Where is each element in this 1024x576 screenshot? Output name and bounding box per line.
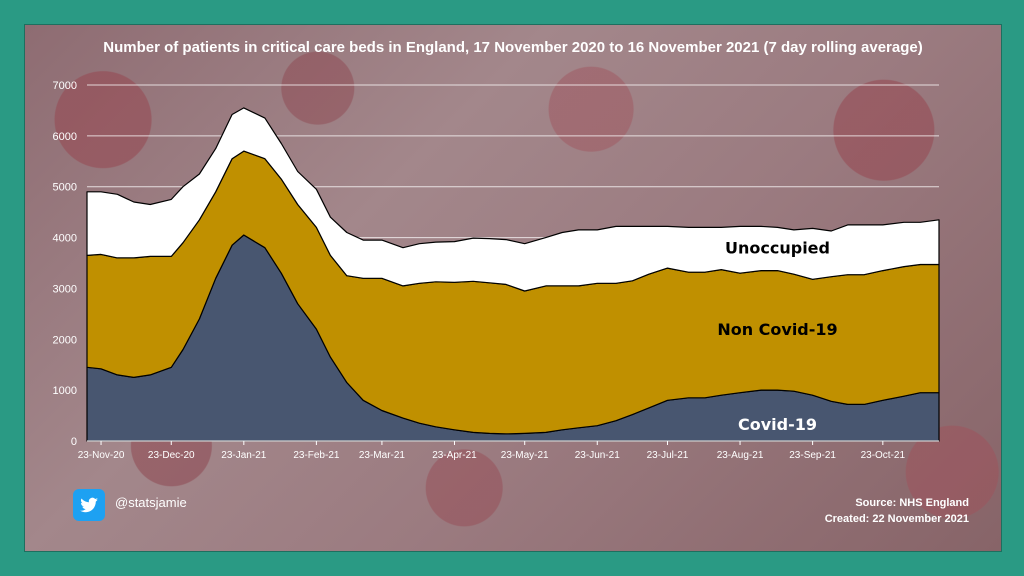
x-tick-label: 23-Nov-20 (78, 450, 125, 461)
x-tick-label: 23-Jul-21 (647, 450, 689, 461)
area-unoccupied (86, 107, 940, 292)
y-tick-label: 0 (71, 436, 77, 448)
x-tick-label: 23-Jun-21 (575, 450, 620, 461)
x-tick-label: 23-Oct-21 (861, 450, 906, 461)
area-label: Non Covid-19 (717, 320, 837, 339)
area-label: Unoccupied (725, 239, 830, 258)
source-block: Source: NHS England Created: 22 November… (825, 495, 969, 527)
x-tick-label: 23-May-21 (501, 450, 549, 461)
x-tick-label: 23-Dec-20 (148, 450, 195, 461)
created-text: Created: 22 November 2021 (824, 513, 969, 525)
twitter-bird-icon (73, 489, 105, 521)
x-tick-label: 23-Feb-21 (293, 450, 340, 461)
x-tick-label: 23-Jan-21 (221, 450, 266, 461)
area-labels: Unoccupied Non Covid-19 Covid-19 (717, 239, 837, 434)
twitter-handle: @statsjamie (115, 495, 187, 510)
x-tick-label: 23-Apr-21 (432, 450, 477, 461)
y-tick-label: 3000 (53, 283, 77, 295)
x-tick-label: 23-Mar-21 (359, 450, 406, 461)
x-tick-label: 23-Aug-21 (717, 450, 764, 461)
y-tick-label: 1000 (53, 385, 77, 397)
y-tick-label: 4000 (53, 233, 77, 245)
area-label: Covid-19 (738, 415, 817, 434)
x-tick-label: 23-Sep-21 (789, 450, 836, 461)
y-tick-label: 7000 (53, 80, 77, 92)
y-axis-ticks: 0 1000 2000 3000 4000 5000 6000 7000 (53, 80, 77, 448)
y-tick-label: 6000 (53, 131, 77, 143)
chart-areas (86, 107, 940, 442)
chart-panel: Number of patients in critical care beds… (24, 24, 1002, 552)
y-tick-label: 2000 (53, 334, 77, 346)
source-text: Source: NHS England (855, 497, 969, 509)
y-tick-label: 5000 (53, 182, 77, 194)
x-axis-ticks: 23-Nov-20 23-Dec-20 23-Jan-21 23-Feb-21 23-M… (78, 440, 939, 461)
chart-title: Number of patients in critical care beds… (103, 39, 923, 56)
